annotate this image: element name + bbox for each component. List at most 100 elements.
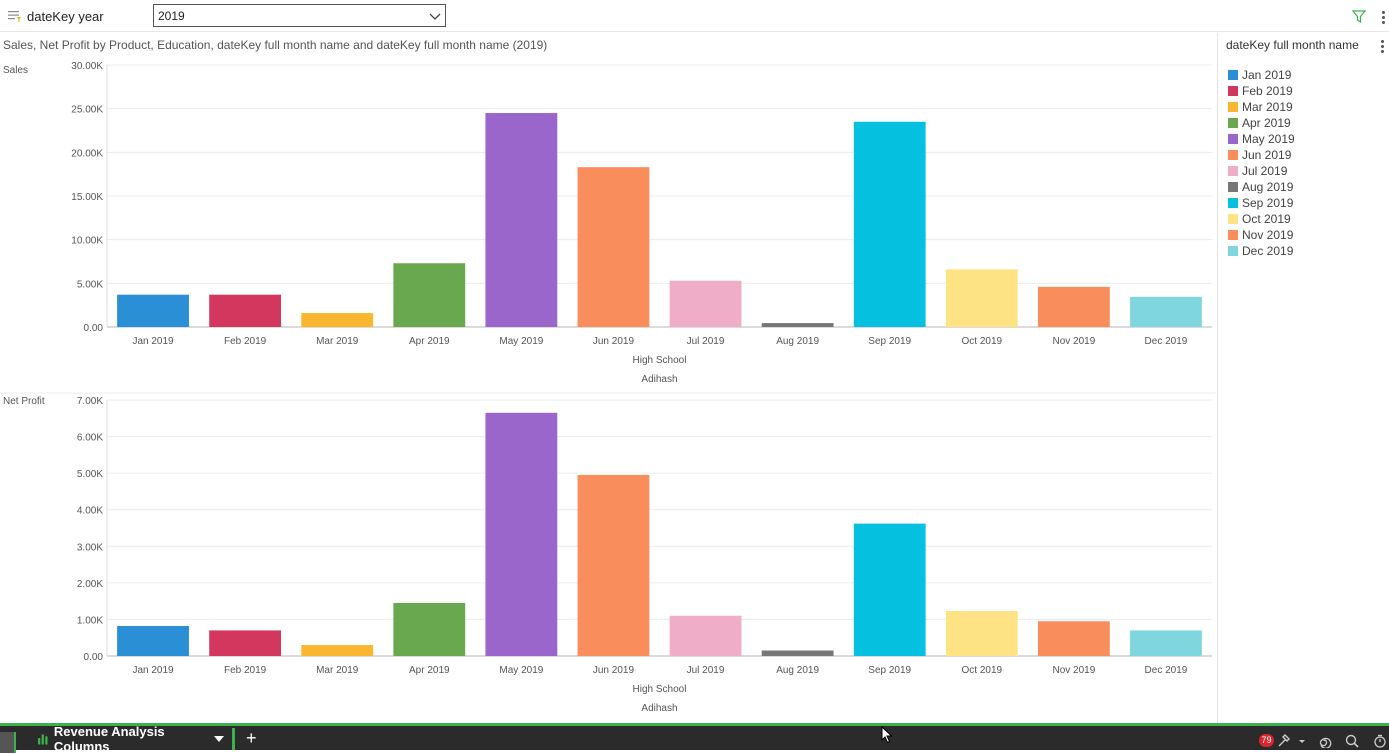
- bar: [485, 412, 558, 656]
- timer-icon[interactable]: [1373, 734, 1387, 748]
- bar: [577, 167, 650, 327]
- legend-panel: dateKey full month name Jan 2019 Feb 2019…: [1217, 33, 1389, 723]
- legend-item[interactable]: May 2019: [1228, 131, 1295, 147]
- x-tick-label: Sep 2019: [868, 665, 911, 676]
- x-tick-label: Aug 2019: [776, 336, 819, 347]
- y-tick-label: 0.00: [84, 652, 104, 663]
- y-tick-label: 2.00K: [77, 579, 103, 590]
- x-outer-label: Adihash: [641, 703, 677, 714]
- bar: [393, 263, 466, 327]
- y-axis-title: Sales: [3, 65, 28, 76]
- x-tick-label: Jan 2019: [132, 336, 174, 347]
- y-tick-label: 15.00K: [71, 192, 103, 203]
- caret-down-icon[interactable]: [214, 736, 224, 742]
- filter-list-icon[interactable]: [8, 9, 22, 23]
- legend-item[interactable]: Oct 2019: [1228, 211, 1295, 227]
- funnel-icon[interactable]: [1352, 10, 1366, 23]
- filter-menu-icon[interactable]: [1382, 11, 1386, 25]
- legend-swatch: [1228, 102, 1238, 112]
- y-tick-label: 30.00K: [71, 61, 103, 72]
- bar-chart-icon: [38, 734, 48, 744]
- legend-item[interactable]: Dec 2019: [1228, 243, 1295, 259]
- chevron-down-icon: [429, 13, 441, 20]
- legend-item[interactable]: Sep 2019: [1228, 195, 1295, 211]
- y-tick-label: 3.00K: [77, 542, 103, 553]
- legend-label: Sep 2019: [1242, 196, 1294, 210]
- x-tick-label: Sep 2019: [868, 336, 911, 347]
- x-tick-label: Jul 2019: [687, 336, 725, 347]
- bar: [853, 121, 926, 328]
- x-group-label: High School: [633, 355, 687, 366]
- x-tick-label: Oct 2019: [961, 336, 1002, 347]
- x-tick-label: Apr 2019: [409, 336, 450, 347]
- hammer-icon[interactable]: [1277, 734, 1291, 748]
- year-select[interactable]: 2019: [153, 4, 446, 27]
- legend-title: dateKey full month name: [1226, 38, 1359, 52]
- legend-label: Aug 2019: [1242, 180, 1294, 194]
- y-tick-label: 5.00K: [77, 469, 103, 480]
- legend-swatch: [1228, 230, 1238, 240]
- legend-label: Oct 2019: [1242, 212, 1291, 226]
- legend-item[interactable]: Feb 2019: [1228, 83, 1295, 99]
- legend-item[interactable]: Nov 2019: [1228, 227, 1295, 243]
- sheet-nav-button[interactable]: [0, 732, 16, 753]
- spiral-icon[interactable]: [1318, 734, 1332, 748]
- bar: [853, 523, 926, 656]
- bar: [669, 280, 742, 327]
- legend-item[interactable]: Jun 2019: [1228, 147, 1295, 163]
- add-tab-button[interactable]: +: [246, 728, 257, 748]
- y-axis-title: Net Profit: [3, 396, 45, 407]
- legend-item[interactable]: Jan 2019: [1228, 67, 1295, 83]
- legend-swatch: [1228, 182, 1238, 192]
- x-tick-label: Oct 2019: [961, 665, 1002, 676]
- x-tick-label: Jun 2019: [593, 336, 635, 347]
- chart-title: Sales, Net Profit by Product, Education,…: [3, 38, 548, 52]
- y-tick-label: 25.00K: [71, 105, 103, 116]
- x-tick-label: Nov 2019: [1052, 665, 1095, 676]
- notification-badge[interactable]: 79: [1259, 734, 1274, 747]
- legend-label: Apr 2019: [1242, 116, 1291, 130]
- tab-revenue-analysis-columns[interactable]: Revenue Analysis Columns: [30, 724, 235, 754]
- x-tick-label: Feb 2019: [224, 665, 267, 676]
- legend-item[interactable]: Aug 2019: [1228, 179, 1295, 195]
- bar: [209, 294, 282, 327]
- bar: [1130, 630, 1202, 656]
- legend-label: Jun 2019: [1242, 148, 1292, 162]
- x-tick-label: May 2019: [499, 336, 543, 347]
- bar: [117, 294, 189, 327]
- legend-label: Mar 2019: [1242, 100, 1293, 114]
- x-outer-label: Adihash: [641, 374, 677, 385]
- x-tick-label: Mar 2019: [316, 336, 359, 347]
- y-tick-label: 0.00: [84, 323, 104, 334]
- bar: [761, 650, 834, 656]
- legend-item[interactable]: Mar 2019: [1228, 99, 1295, 115]
- legend-label: Jul 2019: [1242, 164, 1288, 178]
- bar: [945, 611, 1018, 656]
- legend-swatch: [1228, 198, 1238, 208]
- year-select-value: 2019: [158, 9, 185, 23]
- bar: [761, 323, 834, 327]
- legend-swatch: [1228, 86, 1238, 96]
- bar: [393, 602, 466, 656]
- legend-label: Feb 2019: [1242, 84, 1293, 98]
- y-tick-label: 6.00K: [77, 433, 103, 444]
- caret-down-small-icon[interactable]: [1297, 734, 1307, 748]
- x-tick-label: Dec 2019: [1145, 336, 1188, 347]
- bar: [1130, 296, 1202, 327]
- search-icon[interactable]: [1345, 734, 1359, 748]
- y-tick-label: 20.00K: [71, 148, 103, 159]
- legend-item[interactable]: Apr 2019: [1228, 115, 1295, 131]
- legend-label: May 2019: [1242, 132, 1295, 146]
- x-tick-label: Jan 2019: [132, 665, 174, 676]
- bar: [1037, 621, 1110, 656]
- legend-item[interactable]: Jul 2019: [1228, 163, 1295, 179]
- filter-label: dateKey year: [27, 9, 104, 24]
- x-tick-label: Jul 2019: [687, 665, 725, 676]
- x-tick-label: May 2019: [499, 665, 543, 676]
- bar: [945, 269, 1018, 327]
- bar: [301, 313, 374, 327]
- bottom-tab-bar: Revenue Analysis Columns + 79: [0, 723, 1389, 754]
- legend-label: Jan 2019: [1242, 68, 1292, 82]
- legend-menu-icon[interactable]: [1381, 40, 1385, 54]
- legend-swatch: [1228, 70, 1238, 80]
